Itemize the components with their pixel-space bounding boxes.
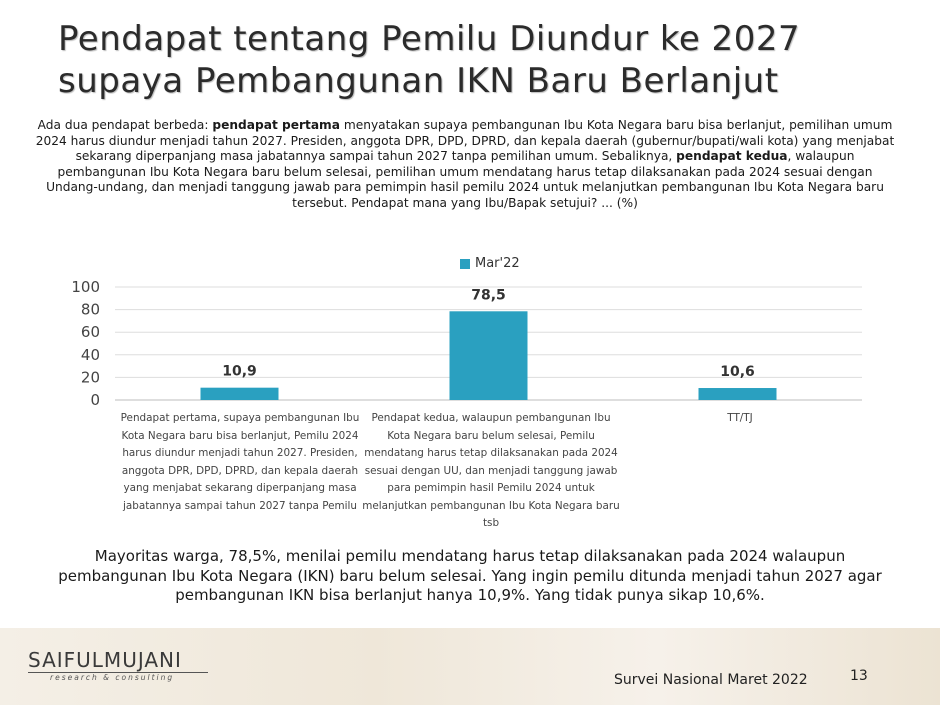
- y-tick-label: 100: [71, 278, 100, 296]
- bar: [200, 387, 279, 400]
- page-title: Pendapat tentang Pemilu Diundur ke 2027 …: [58, 18, 898, 102]
- survey-question: Ada dua pendapat berbeda: pendapat perta…: [30, 118, 900, 211]
- y-tick-label: 80: [81, 301, 100, 319]
- survey-label: Survei Nasional Maret 2022: [614, 672, 808, 688]
- title-line-2: supaya Pembangunan IKN Baru Berlanjut: [58, 61, 779, 101]
- category-label-3: TT/TJ: [727, 412, 753, 424]
- question-text-3: , walaupun pembangunan Ibu Kota Negara b…: [46, 149, 884, 210]
- footer-band: [0, 628, 940, 705]
- logo-divider: [28, 672, 208, 673]
- y-tick-label: 60: [81, 323, 100, 341]
- question-text-1: Ada dua pendapat berbeda:: [37, 118, 213, 132]
- chart-legend: Mar'22: [460, 256, 520, 271]
- bar-value-label: 10,6: [720, 364, 755, 380]
- bar-value-label: 78,5: [471, 287, 506, 303]
- question-bold-2: pendapat kedua: [676, 149, 788, 163]
- bar: [698, 388, 777, 400]
- y-tick-label: 20: [81, 368, 100, 386]
- bar-value-label: 10,9: [222, 364, 257, 380]
- question-bold-1: pendapat pertama: [212, 118, 340, 132]
- bar: [449, 311, 528, 400]
- question-text-2: menyatakan supaya pembangunan Ibu Kota N…: [35, 118, 895, 163]
- y-tick-label: 40: [81, 346, 100, 364]
- category-label-1: Pendapat pertama, supaya pembangunan Ibu…: [120, 412, 360, 512]
- y-tick-label: 0: [90, 391, 100, 409]
- legend-label: Mar'22: [475, 256, 520, 271]
- bar-chart: 0 20 40 60 80 100 10,9 78,5 10,6: [71, 278, 862, 409]
- company-logo: SAIFULMUJANI: [28, 648, 182, 672]
- legend-swatch: [460, 258, 470, 269]
- title-line-1: Pendapat tentang Pemilu Diundur ke 2027: [58, 19, 801, 59]
- summary-text: Mayoritas warga, 78,5%, menilai pemilu m…: [58, 547, 882, 604]
- company-logo-subtitle: research & consulting: [50, 673, 175, 682]
- category-label-2: Pendapat kedua, walaupun pembangunan Ibu…: [362, 412, 620, 529]
- page-number: 13: [850, 668, 868, 684]
